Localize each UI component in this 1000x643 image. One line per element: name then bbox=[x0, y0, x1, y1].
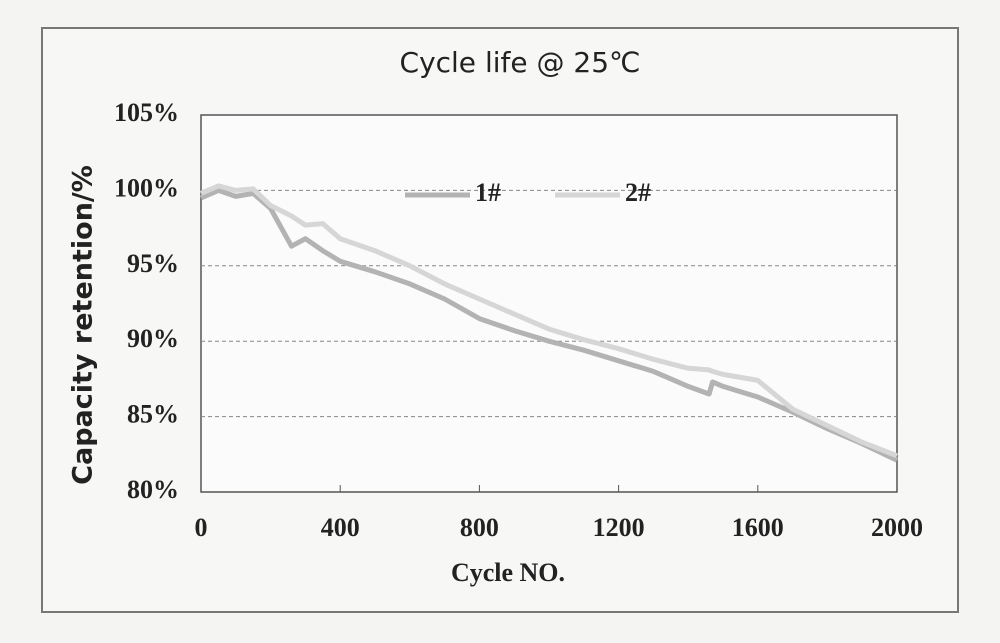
x-tick-label: 400 bbox=[321, 513, 360, 542]
x-tick-label: 1200 bbox=[593, 513, 645, 542]
y-tick-label: 105% bbox=[114, 98, 179, 127]
chart-title: Cycle life @ 25℃ bbox=[400, 46, 641, 79]
legend-label: 1# bbox=[475, 178, 501, 207]
x-tick-label: 800 bbox=[460, 513, 499, 542]
y-tick-label: 85% bbox=[127, 400, 179, 429]
series-line bbox=[200, 187, 899, 463]
series-line bbox=[200, 183, 898, 459]
x-tick-label: 0 bbox=[195, 513, 208, 542]
legend-label: 2# bbox=[625, 178, 651, 207]
plot-area bbox=[200, 114, 898, 493]
y-axis-label: Capacity retention/% bbox=[68, 165, 99, 485]
y-tick-label: 90% bbox=[127, 324, 179, 353]
y-tick-label: 80% bbox=[127, 475, 179, 504]
x-tick-label: 1600 bbox=[732, 513, 784, 542]
y-tick-label: 95% bbox=[127, 249, 179, 278]
x-axis-label: Cycle NO. bbox=[451, 558, 565, 587]
x-tick-label: 2000 bbox=[871, 513, 923, 542]
y-tick-label: 100% bbox=[114, 173, 179, 202]
